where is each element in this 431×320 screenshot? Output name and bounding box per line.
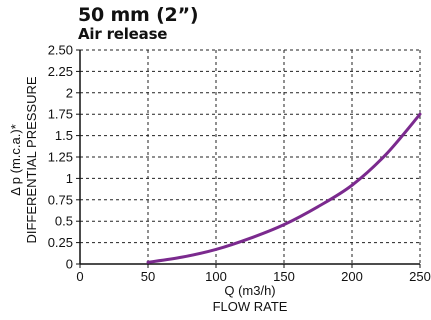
y-tick-label: 0.75 [48, 192, 73, 207]
y-axis-subtitle: DIFFERENTIAL PRESSURE [24, 76, 39, 243]
x-tick-label: 100 [205, 269, 227, 284]
x-tick-label: 150 [273, 269, 295, 284]
x-tick-label: 250 [409, 269, 431, 284]
series-layer [146, 112, 422, 264]
y-tick-label: 1.75 [48, 107, 73, 122]
grid [80, 49, 421, 264]
axes [76, 49, 421, 268]
y-tick-label: 2.50 [48, 43, 73, 58]
x-tick-label: 50 [141, 269, 155, 284]
series-line [146, 112, 422, 264]
y-tick-label: 1.5 [55, 128, 73, 143]
x-axis-subtitle: FLOW RATE [213, 299, 288, 314]
y-tick-label: 0 [66, 257, 73, 272]
y-tick-label: 1 [66, 171, 73, 186]
x-tick-label: 200 [341, 269, 363, 284]
tick-labels: 0 0.25 0.5 0.75 1 1.25 1.5 1.75 2 2.25 2.50 0 50 100 1… [48, 43, 431, 285]
chart-subtitle: Air release [78, 25, 168, 43]
title-block: 50 mm (2”) Air release [78, 4, 199, 43]
y-tick-label: 0.25 [48, 235, 73, 250]
y-tick-label: 0.5 [55, 214, 73, 229]
x-axis-title: Q (m3/h) [224, 283, 275, 298]
y-tick-label: 2 [66, 85, 73, 100]
y-axis-title: Δ p (m.c.a.)* [8, 124, 23, 196]
y-tick-label: 1.25 [48, 150, 73, 165]
chart-title: 50 mm (2”) [78, 4, 199, 26]
y-tick-label: 2.25 [48, 64, 73, 79]
x-tick-label: 0 [76, 269, 83, 284]
